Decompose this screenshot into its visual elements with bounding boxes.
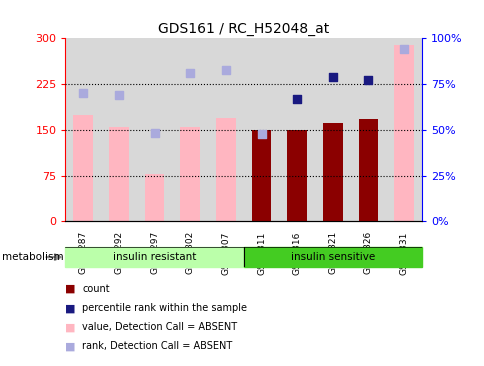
Text: rank, Detection Call = ABSENT: rank, Detection Call = ABSENT — [82, 341, 232, 351]
Bar — [385, 38, 421, 221]
Point — [364, 77, 372, 83]
Point — [328, 74, 336, 80]
Bar — [180, 127, 199, 221]
Bar — [145, 174, 164, 221]
Point — [79, 90, 87, 96]
Bar — [243, 38, 279, 221]
Point — [257, 131, 265, 137]
Bar — [243, 247, 421, 267]
Text: ■: ■ — [65, 303, 76, 313]
Text: ■: ■ — [65, 341, 76, 351]
Point — [151, 130, 158, 136]
Text: metabolism: metabolism — [2, 252, 64, 262]
Bar — [74, 115, 93, 221]
Bar — [393, 45, 413, 221]
Point — [399, 46, 407, 52]
Bar — [65, 247, 243, 267]
Title: GDS161 / RC_H52048_at: GDS161 / RC_H52048_at — [158, 22, 329, 36]
Text: ■: ■ — [65, 284, 76, 294]
Text: ■: ■ — [65, 322, 76, 332]
Bar — [65, 38, 101, 221]
Bar — [251, 178, 271, 221]
Bar — [109, 127, 128, 221]
Bar — [350, 38, 385, 221]
Bar — [101, 38, 136, 221]
Bar — [208, 38, 243, 221]
Bar — [279, 38, 314, 221]
Bar — [314, 38, 350, 221]
Point — [115, 92, 122, 98]
Bar — [287, 130, 306, 221]
Text: insulin sensitive: insulin sensitive — [290, 252, 374, 262]
Point — [222, 67, 229, 73]
Point — [186, 70, 194, 76]
Bar — [172, 38, 208, 221]
Bar — [216, 118, 235, 221]
Bar — [358, 119, 378, 221]
Bar — [136, 38, 172, 221]
Text: percentile rank within the sample: percentile rank within the sample — [82, 303, 247, 313]
Point — [293, 97, 301, 102]
Bar — [322, 123, 342, 221]
Text: insulin resistant: insulin resistant — [113, 252, 196, 262]
Text: value, Detection Call = ABSENT: value, Detection Call = ABSENT — [82, 322, 237, 332]
Bar — [251, 130, 271, 221]
Text: count: count — [82, 284, 110, 294]
